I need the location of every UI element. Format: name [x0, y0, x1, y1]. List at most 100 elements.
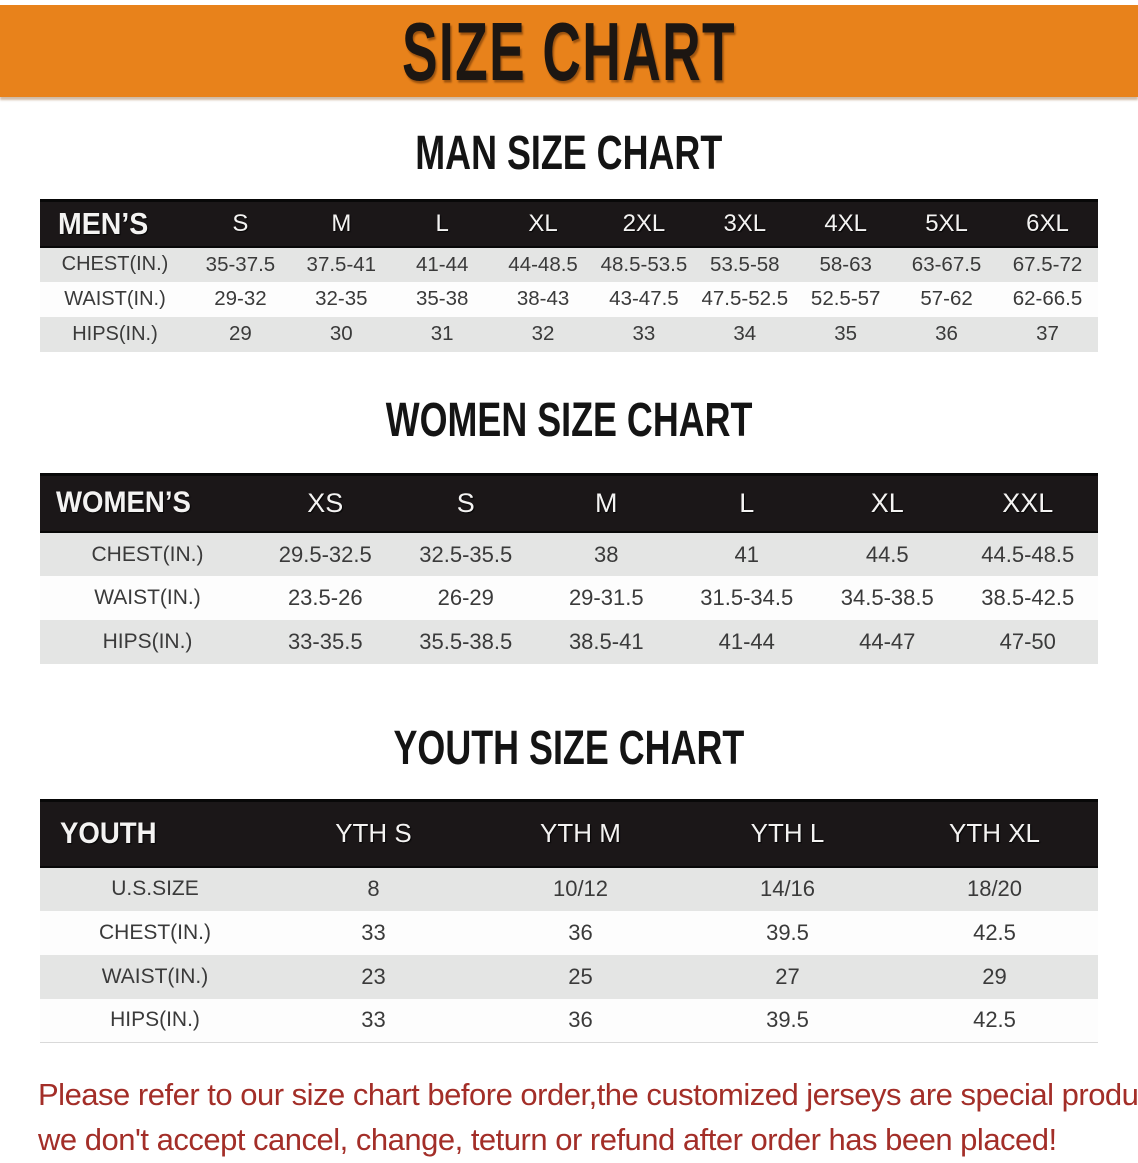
youth-chest-value: 33 — [270, 910, 477, 955]
women-waist-value: 34.5-38.5 — [817, 576, 958, 620]
men-hips-value: 36 — [896, 316, 997, 352]
youth-section-heading: YOUTH SIZE CHART — [0, 719, 1138, 775]
row-label-us-size: U.S.SIZE — [40, 866, 270, 911]
men-hips-value: 34 — [694, 316, 796, 352]
men-waist-value: 32-35 — [290, 281, 392, 317]
women-hips-value: 33-35.5 — [255, 620, 396, 664]
youth-size-header: YTH M — [477, 799, 684, 868]
women-section-heading-text: WOMEN SIZE CHART — [385, 391, 753, 446]
women-hips-value: 41-44 — [676, 620, 817, 664]
row-label-chest: CHEST(IN.) — [40, 532, 255, 576]
men-waist-value: 62-66.5 — [997, 281, 1098, 317]
men-size-header: XL — [492, 199, 594, 248]
women-section-heading: WOMEN SIZE CHART — [0, 391, 1138, 446]
women-size-header: XS — [255, 472, 396, 533]
women-size-header: XL — [817, 472, 958, 533]
row-label-hips: HIPS(IN.) — [40, 316, 190, 352]
women-hips-value: 44-47 — [817, 620, 958, 664]
youth-size-header: YTH S — [270, 799, 477, 868]
row-label-chest: CHEST(IN.) — [40, 246, 190, 282]
youth-waist-value: 27 — [684, 954, 891, 999]
women-size-header: S — [395, 472, 536, 533]
youth-us-size-row: U.S.SIZE 8 10/12 14/16 18/20 — [40, 866, 1098, 911]
men-size-table: MEN’S S M L XL 2XL 3XL 4XL 5XL 6XL CHEST… — [40, 199, 1098, 352]
youth-hips-row: HIPS(IN.) 33 36 39.5 42.5 — [40, 998, 1098, 1043]
youth-waist-value: 25 — [477, 954, 684, 999]
banner-title: SIZE CHART — [401, 4, 737, 98]
men-hips-value: 32 — [492, 316, 594, 352]
youth-chest-value: 39.5 — [684, 910, 891, 955]
youth-hips-value: 42.5 — [891, 998, 1098, 1043]
men-waist-value: 43-47.5 — [593, 281, 695, 317]
men-waist-value: 29-32 — [190, 281, 291, 317]
youth-table-header-row: YOUTH YTH S YTH M YTH L YTH XL — [40, 799, 1098, 868]
men-size-header: M — [290, 199, 392, 248]
disclaimer-line-1: Please refer to our size chart before or… — [38, 1077, 1138, 1112]
row-label-chest: CHEST(IN.) — [40, 910, 270, 955]
men-hips-value: 29 — [190, 316, 291, 352]
women-waist-row: WAIST(IN.) 23.5-26 26-29 29-31.5 31.5-34… — [40, 576, 1098, 620]
youth-chest-row: CHEST(IN.) 33 36 39.5 42.5 — [40, 910, 1098, 955]
women-size-header: M — [536, 472, 677, 533]
youth-chest-value: 36 — [477, 910, 684, 955]
youth-size-table: YOUTH YTH S YTH M YTH L YTH XL U.S.SIZE … — [40, 799, 1098, 1043]
row-label-hips: HIPS(IN.) — [40, 998, 270, 1043]
men-size-header: 4XL — [795, 199, 897, 248]
men-chest-value: 63-67.5 — [896, 246, 997, 282]
men-chest-value: 53.5-58 — [694, 246, 796, 282]
men-chest-value: 67.5-72 — [997, 246, 1098, 282]
women-chest-row: CHEST(IN.) 29.5-32.5 32.5-35.5 38 41 44.… — [40, 532, 1098, 576]
row-label-waist: WAIST(IN.) — [40, 281, 190, 317]
youth-waist-row: WAIST(IN.) 23 25 27 29 — [40, 954, 1098, 999]
men-waist-value: 57-62 — [896, 281, 997, 317]
men-chest-value: 58-63 — [795, 246, 897, 282]
women-table-corner-label: WOMEN’S — [40, 472, 255, 533]
men-waist-value: 47.5-52.5 — [694, 281, 796, 317]
row-label-waist: WAIST(IN.) — [40, 576, 255, 620]
women-waist-value: 38.5-42.5 — [957, 576, 1098, 620]
women-waist-value: 23.5-26 — [255, 576, 396, 620]
women-chest-value: 44.5-48.5 — [957, 532, 1098, 576]
men-hips-value: 37 — [997, 316, 1098, 352]
youth-us-size-value: 10/12 — [477, 866, 684, 911]
women-waist-value: 26-29 — [395, 576, 536, 620]
youth-hips-value: 33 — [270, 998, 477, 1043]
men-waist-row: WAIST(IN.) 29-32 32-35 35-38 38-43 43-47… — [40, 281, 1098, 317]
youth-waist-value: 29 — [891, 954, 1098, 999]
youth-size-header: YTH L — [684, 799, 891, 868]
women-hips-value: 35.5-38.5 — [395, 620, 536, 664]
men-chest-row: CHEST(IN.) 35-37.5 37.5-41 41-44 44-48.5… — [40, 246, 1098, 282]
men-size-header: 5XL — [896, 199, 997, 248]
youth-waist-value: 23 — [270, 954, 477, 999]
youth-us-size-value: 14/16 — [684, 866, 891, 911]
women-hips-value: 47-50 — [957, 620, 1098, 664]
men-waist-value: 52.5-57 — [795, 281, 897, 317]
women-waist-value: 31.5-34.5 — [676, 576, 817, 620]
women-size-header: XXL — [957, 472, 1098, 533]
youth-chest-value: 42.5 — [891, 910, 1098, 955]
size-chart-banner: SIZE CHART — [0, 5, 1138, 97]
men-size-header: 2XL — [593, 199, 695, 248]
men-size-header: 3XL — [694, 199, 796, 248]
youth-section-heading-text: YOUTH SIZE CHART — [393, 719, 745, 775]
women-chest-value: 32.5-35.5 — [395, 532, 536, 576]
men-size-header: 6XL — [997, 199, 1098, 248]
men-hips-row: HIPS(IN.) 29 30 31 32 33 34 35 36 37 — [40, 316, 1098, 352]
men-size-header: L — [391, 199, 493, 248]
youth-us-size-value: 18/20 — [891, 866, 1098, 911]
disclaimer-text: Please refer to our size chart before or… — [38, 1073, 1138, 1163]
men-section-heading: MAN SIZE CHART — [0, 125, 1138, 180]
men-waist-value: 35-38 — [391, 281, 493, 317]
men-hips-value: 31 — [391, 316, 493, 352]
youth-us-size-value: 8 — [270, 866, 477, 911]
youth-size-header: YTH XL — [891, 799, 1098, 868]
men-hips-value: 30 — [290, 316, 392, 352]
women-table-header-row: WOMEN’S XS S M L XL XXL — [40, 472, 1098, 533]
women-hips-row: HIPS(IN.) 33-35.5 35.5-38.5 38.5-41 41-4… — [40, 620, 1098, 664]
women-size-header: L — [676, 472, 817, 533]
youth-hips-value: 39.5 — [684, 998, 891, 1043]
men-hips-value: 35 — [795, 316, 897, 352]
women-size-table: WOMEN’S XS S M L XL XXL CHEST(IN.) 29.5-… — [40, 472, 1098, 664]
men-size-header: S — [190, 199, 291, 248]
men-chest-value: 48.5-53.5 — [593, 246, 695, 282]
